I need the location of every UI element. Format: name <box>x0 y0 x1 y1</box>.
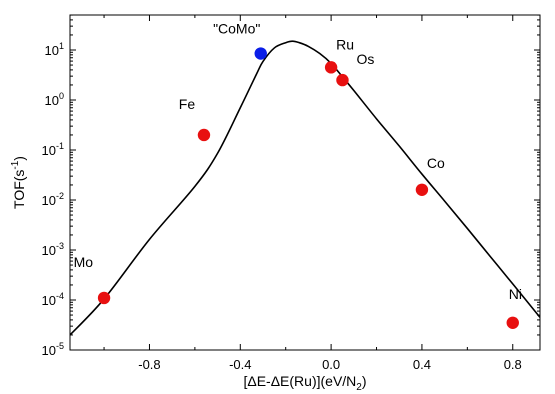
point-label: Fe <box>179 96 196 112</box>
point-label: Os <box>356 51 374 67</box>
y-tick-label: 101 <box>45 41 64 58</box>
data-point <box>254 47 267 60</box>
axis-ticks: -0.8 -0.4 0.0 0.4 0.8 10-5 10-4 10-3 10-2 10-1 100… <box>42 14 540 372</box>
point-label: Mo <box>74 254 94 270</box>
plot-area <box>69 14 541 351</box>
x-axis-title-main: [ΔE-ΔE(Ru)](eV/N <box>243 373 356 389</box>
y-axis-title-tail: ) <box>11 156 27 161</box>
point-label: Ru <box>336 36 354 52</box>
point-label: Ni <box>509 286 522 302</box>
y-axis-title-main: TOF(s <box>11 170 27 209</box>
data-point <box>415 183 429 196</box>
x-tick-label: 0.0 <box>322 357 340 372</box>
x-tick-label: -0.8 <box>138 357 160 372</box>
y-tick-label: 10-1 <box>42 141 64 158</box>
volcano-curve <box>70 40 540 336</box>
x-tick-label: 0.4 <box>413 357 431 372</box>
data-point <box>506 316 519 329</box>
data-point <box>324 61 338 74</box>
y-axis-title: TOF(s-1) <box>10 156 27 209</box>
data-point <box>97 291 111 305</box>
x-axis-title-subscript: 2 <box>356 382 362 393</box>
x-axis-title-tail: ) <box>362 373 367 389</box>
y-tick-label: 10-2 <box>42 191 64 208</box>
data-point <box>336 73 349 87</box>
x-tick-label: 0.8 <box>504 357 522 372</box>
y-tick-label: 100 <box>45 91 64 108</box>
y-tick-label: 10-5 <box>42 341 64 358</box>
point-label: "CoMo" <box>213 21 260 37</box>
x-axis-title: [ΔE-ΔE(Ru)](eV/N2) <box>243 373 366 393</box>
y-tick-label: 10-4 <box>42 291 64 308</box>
point-label: Co <box>427 155 445 171</box>
data-point <box>197 128 211 142</box>
y-axis-title-superscript: -1 <box>10 160 21 169</box>
plot-frame <box>69 14 541 351</box>
y-tick-label: 10-3 <box>42 241 64 258</box>
x-tick-label: -0.4 <box>229 357 251 372</box>
